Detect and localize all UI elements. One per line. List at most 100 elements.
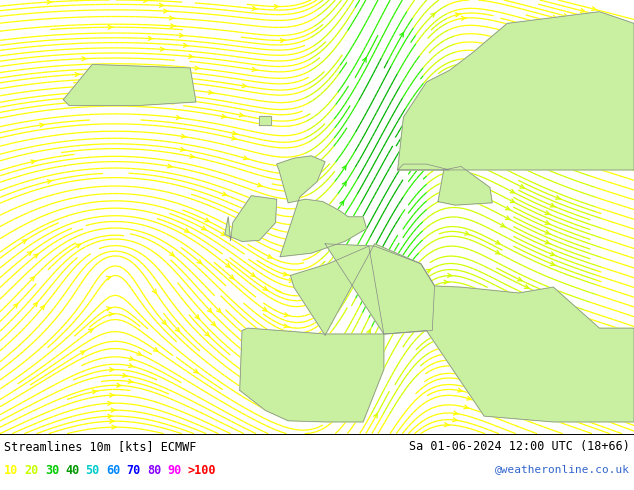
FancyArrowPatch shape — [564, 14, 569, 18]
FancyArrowPatch shape — [144, 0, 149, 2]
Text: Sa 01-06-2024 12:00 UTC (18+66): Sa 01-06-2024 12:00 UTC (18+66) — [409, 440, 630, 453]
FancyArrowPatch shape — [592, 45, 597, 49]
FancyArrowPatch shape — [170, 252, 174, 256]
FancyArrowPatch shape — [205, 218, 209, 221]
FancyArrowPatch shape — [453, 418, 458, 421]
FancyArrowPatch shape — [496, 241, 500, 244]
FancyArrowPatch shape — [89, 329, 93, 333]
Text: 20: 20 — [24, 464, 39, 477]
FancyArrowPatch shape — [566, 137, 571, 141]
FancyArrowPatch shape — [177, 93, 182, 97]
FancyArrowPatch shape — [340, 201, 344, 205]
Polygon shape — [438, 167, 492, 205]
FancyArrowPatch shape — [76, 244, 81, 248]
FancyArrowPatch shape — [576, 122, 582, 125]
FancyArrowPatch shape — [189, 54, 194, 58]
Text: 30: 30 — [45, 464, 59, 477]
FancyArrowPatch shape — [81, 351, 85, 355]
FancyArrowPatch shape — [162, 320, 166, 324]
FancyArrowPatch shape — [82, 100, 87, 104]
FancyArrowPatch shape — [301, 391, 307, 394]
FancyArrowPatch shape — [550, 203, 556, 207]
FancyArrowPatch shape — [129, 357, 135, 360]
FancyArrowPatch shape — [117, 383, 122, 387]
FancyArrowPatch shape — [517, 394, 523, 398]
FancyArrowPatch shape — [160, 47, 165, 51]
FancyArrowPatch shape — [41, 306, 44, 310]
FancyArrowPatch shape — [193, 369, 198, 373]
FancyArrowPatch shape — [275, 4, 280, 8]
FancyArrowPatch shape — [367, 330, 370, 334]
FancyArrowPatch shape — [82, 57, 87, 61]
Text: 70: 70 — [126, 464, 141, 477]
FancyArrowPatch shape — [283, 272, 288, 276]
FancyArrowPatch shape — [181, 134, 186, 138]
FancyArrowPatch shape — [243, 156, 249, 160]
FancyArrowPatch shape — [545, 230, 551, 234]
FancyArrowPatch shape — [509, 142, 514, 146]
Text: Streamlines 10m [kts] ECMWF: Streamlines 10m [kts] ECMWF — [4, 440, 197, 453]
FancyArrowPatch shape — [226, 264, 230, 268]
FancyArrowPatch shape — [586, 77, 592, 81]
FancyArrowPatch shape — [490, 65, 495, 69]
FancyArrowPatch shape — [92, 390, 98, 394]
FancyArrowPatch shape — [329, 319, 333, 323]
FancyArrowPatch shape — [426, 270, 430, 273]
FancyArrowPatch shape — [373, 414, 377, 418]
Polygon shape — [325, 244, 634, 422]
FancyArrowPatch shape — [545, 220, 551, 224]
FancyArrowPatch shape — [217, 308, 221, 312]
FancyArrowPatch shape — [230, 275, 234, 279]
FancyArrowPatch shape — [34, 302, 37, 307]
FancyArrowPatch shape — [500, 223, 505, 227]
FancyArrowPatch shape — [570, 44, 575, 48]
Polygon shape — [259, 116, 271, 125]
FancyArrowPatch shape — [593, 141, 598, 145]
FancyArrowPatch shape — [526, 23, 531, 27]
FancyArrowPatch shape — [340, 216, 344, 220]
FancyArrowPatch shape — [147, 95, 152, 99]
FancyArrowPatch shape — [510, 161, 514, 164]
FancyArrowPatch shape — [462, 16, 467, 20]
FancyArrowPatch shape — [289, 246, 294, 250]
FancyArrowPatch shape — [454, 298, 460, 301]
FancyArrowPatch shape — [167, 164, 173, 168]
FancyArrowPatch shape — [325, 410, 330, 414]
FancyArrowPatch shape — [75, 73, 81, 76]
FancyArrowPatch shape — [172, 79, 177, 83]
FancyArrowPatch shape — [180, 147, 186, 151]
FancyArrowPatch shape — [509, 313, 514, 316]
FancyArrowPatch shape — [510, 189, 514, 193]
FancyArrowPatch shape — [152, 289, 156, 294]
FancyArrowPatch shape — [560, 140, 566, 144]
FancyArrowPatch shape — [209, 90, 214, 94]
FancyArrowPatch shape — [465, 231, 470, 235]
FancyArrowPatch shape — [280, 39, 285, 43]
FancyArrowPatch shape — [110, 419, 115, 423]
FancyArrowPatch shape — [522, 297, 526, 300]
FancyArrowPatch shape — [400, 33, 403, 37]
FancyArrowPatch shape — [110, 393, 115, 397]
FancyArrowPatch shape — [231, 136, 237, 140]
FancyArrowPatch shape — [250, 273, 255, 276]
FancyArrowPatch shape — [524, 285, 529, 289]
FancyArrowPatch shape — [137, 352, 141, 355]
FancyArrowPatch shape — [479, 390, 484, 393]
FancyArrowPatch shape — [550, 262, 556, 266]
FancyArrowPatch shape — [111, 408, 116, 412]
Polygon shape — [398, 12, 634, 170]
FancyArrowPatch shape — [107, 79, 112, 83]
FancyArrowPatch shape — [517, 277, 522, 281]
FancyArrowPatch shape — [583, 399, 588, 403]
FancyArrowPatch shape — [205, 332, 209, 336]
FancyArrowPatch shape — [545, 211, 551, 215]
FancyArrowPatch shape — [108, 414, 113, 418]
FancyArrowPatch shape — [467, 396, 472, 400]
FancyArrowPatch shape — [298, 183, 304, 187]
FancyArrowPatch shape — [223, 192, 228, 196]
FancyArrowPatch shape — [195, 66, 200, 70]
FancyArrowPatch shape — [207, 308, 212, 312]
FancyArrowPatch shape — [523, 390, 529, 393]
FancyArrowPatch shape — [239, 113, 245, 117]
FancyArrowPatch shape — [592, 88, 598, 92]
